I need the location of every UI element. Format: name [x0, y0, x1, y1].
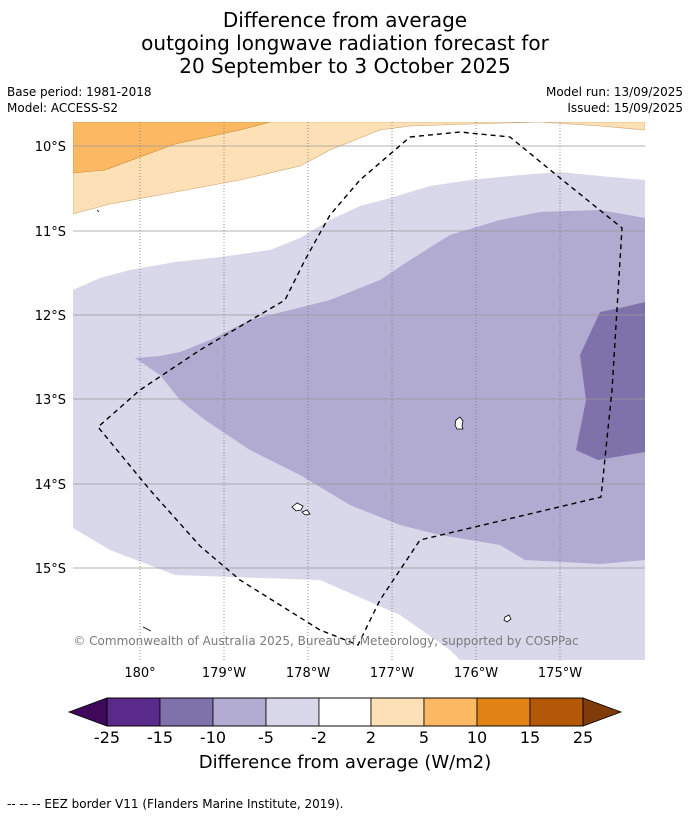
colorbar-extend-left — [67, 697, 108, 727]
title-line-3: 20 September to 3 October 2025 — [179, 54, 511, 78]
island-small — [96, 209, 100, 213]
colorbar-segment — [318, 697, 372, 727]
lat-tick-label: 12°S — [35, 309, 66, 324]
lat-tick-label: 15°S — [35, 562, 66, 577]
positive-anomaly-light — [73, 122, 645, 215]
model-run: Model run: 13/09/2025 — [545, 85, 683, 99]
colorbar-tick-label: 15 — [520, 728, 540, 747]
lat-tick-label: 13°S — [35, 393, 66, 408]
lon-tick-label: 180° — [124, 666, 155, 681]
eez-border — [97, 131, 623, 646]
title-line-1: Difference from average — [222, 8, 468, 32]
colorbar-tick-label: 10 — [467, 728, 487, 747]
negative-anomaly-strong — [576, 302, 645, 460]
colorbar-segment — [370, 697, 425, 727]
latitude-gridlines — [73, 145, 645, 569]
negative-anomaly-moderate — [135, 210, 645, 564]
longitude-tick-labels: 180° 179°W 178°W 177°W 176°W 175°W — [124, 666, 582, 681]
base-period: Base period: 1981-2018 — [7, 85, 152, 99]
title-line-2: outgoing longwave radiation forecast for — [141, 31, 549, 55]
lat-tick-label: 10°S — [35, 140, 66, 155]
colorbar-segment — [265, 697, 320, 727]
lat-tick-label: 11°S — [35, 225, 66, 240]
lon-tick-label: 175°W — [538, 666, 582, 681]
positive-anomaly-medium — [73, 122, 271, 174]
colorbar — [67, 697, 623, 727]
copyright-text: © Commonwealth of Australia 2025, Bureau… — [73, 634, 578, 648]
colorbar-segment — [529, 697, 584, 727]
colorbar-extend-right — [582, 697, 623, 727]
colorbar-label: Difference from average (W/m2) — [198, 752, 492, 773]
colorbar-tick-label: -2 — [311, 728, 327, 747]
island-rotuma — [503, 614, 512, 623]
lat-tick-label: 14°S — [35, 478, 66, 493]
issued-date: Issued: 15/09/2025 — [567, 101, 683, 115]
colorbar-tick-label: -10 — [200, 728, 226, 747]
colorbar-outline — [106, 697, 584, 727]
colorbar-segment — [423, 697, 478, 727]
lon-tick-label: 176°W — [454, 666, 498, 681]
lon-tick-label: 178°W — [286, 666, 330, 681]
colorbar-tick-label: 2 — [366, 728, 376, 747]
colorbar-tick-label: -25 — [94, 728, 120, 747]
island-reef — [142, 626, 152, 632]
colorbar-segment — [476, 697, 531, 727]
eez-footnote: -- -- -- EEZ border V11 (Flanders Marine… — [7, 797, 344, 811]
latitude-tick-labels: 10°S 11°S 12°S 13°S 14°S 15°S — [35, 140, 66, 577]
colorbar-tick-label: -15 — [147, 728, 173, 747]
island-uvea — [454, 416, 464, 430]
colorbar-segment — [159, 697, 214, 727]
colorbar-segment — [106, 697, 161, 727]
model-name: Model: ACCESS-S2 — [7, 101, 119, 115]
map-panel — [73, 122, 645, 660]
island-futuna — [291, 502, 304, 512]
lon-tick-label: 177°W — [370, 666, 414, 681]
island-alofi — [301, 509, 311, 516]
colorbar-tick-label: 25 — [573, 728, 593, 747]
colorbar-tick-labels: -25 -15 -10 -5 -2 2 5 10 15 25 — [94, 728, 593, 747]
colorbar-tick-label: 5 — [419, 728, 429, 747]
colorbar-tick-label: -5 — [258, 728, 274, 747]
colorbar-segment — [212, 697, 267, 727]
lon-tick-label: 179°W — [202, 666, 246, 681]
